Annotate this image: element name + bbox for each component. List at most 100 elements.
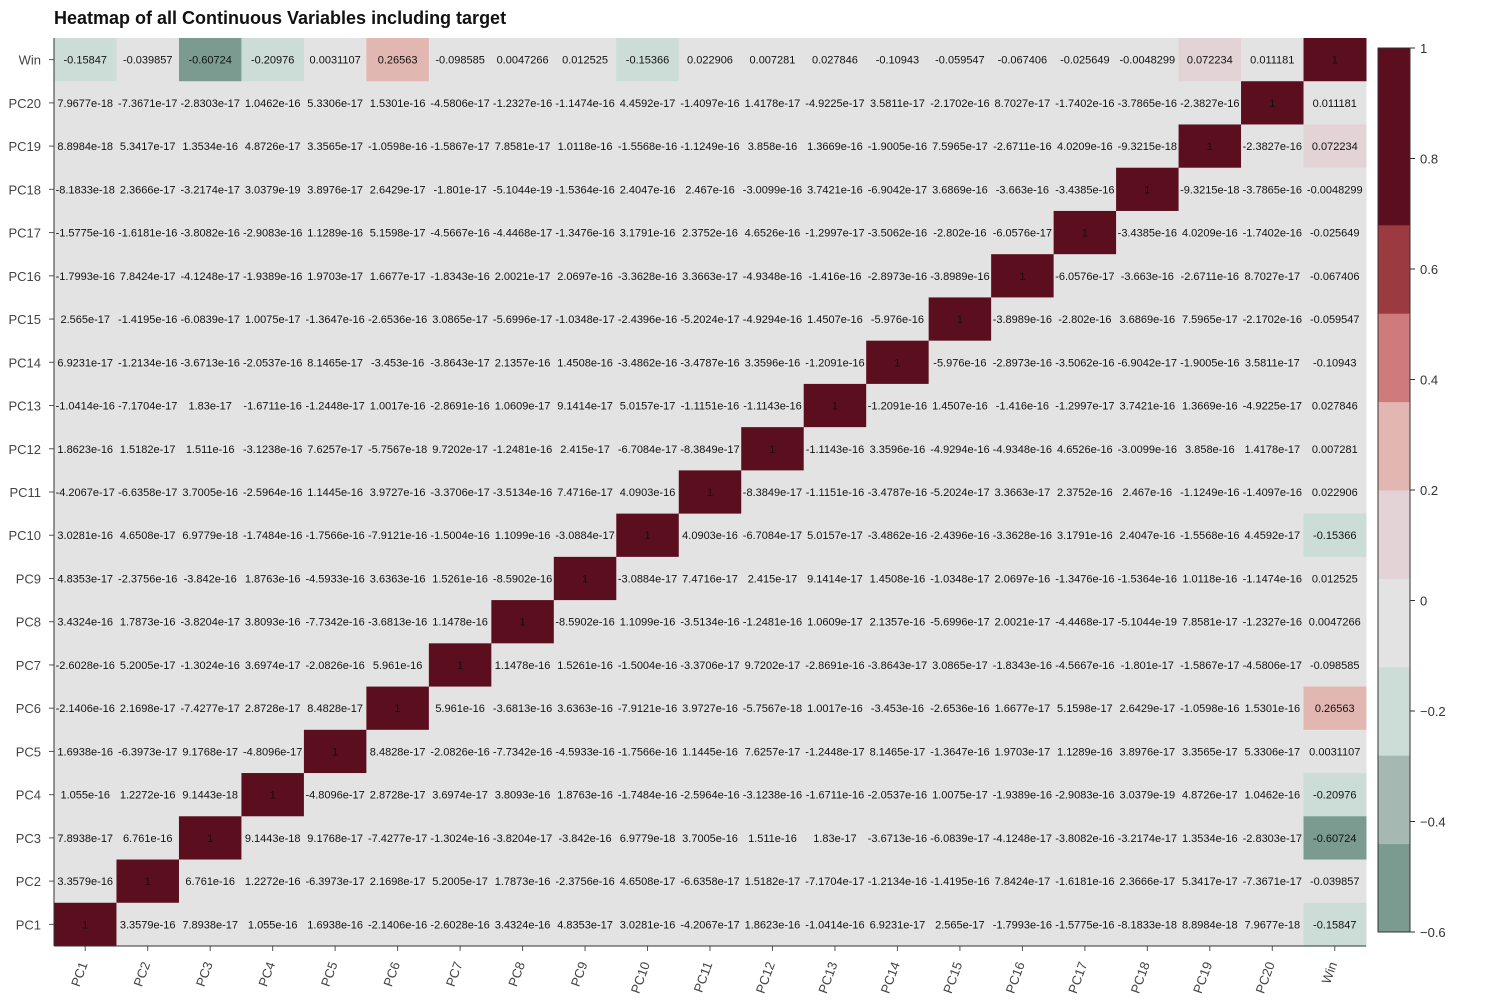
cell-value-label: 1.511e-16 xyxy=(748,833,797,845)
cell-value-label: 6.9779e-18 xyxy=(620,833,676,845)
heatmap-cell xyxy=(553,124,617,169)
cell-value-label: 2.3666e-17 xyxy=(120,184,176,196)
heatmap-cell xyxy=(491,470,555,515)
heatmap-cell xyxy=(116,167,180,212)
heatmap-cell xyxy=(866,427,930,471)
heatmap-cell xyxy=(116,297,180,342)
cell-value-label: 6.761e-16 xyxy=(123,833,173,845)
cell-value-label: 7.8424e-17 xyxy=(995,876,1051,888)
heatmap-cell xyxy=(178,427,242,471)
heatmap-cell xyxy=(366,124,430,169)
cell-value-label: -1.6711e-16 xyxy=(806,790,865,802)
cell-value-label: -2.3827e-16 xyxy=(1243,141,1302,153)
cell-value-label: -4.2067e-17 xyxy=(680,919,739,931)
cell-value-label: -0.059547 xyxy=(935,55,985,67)
heatmap-cell xyxy=(1303,686,1367,731)
heatmap-cell xyxy=(491,340,555,385)
cell-value-label: -1.1249e-16 xyxy=(1180,487,1239,499)
heatmap-cell xyxy=(241,686,305,731)
heatmap-cell xyxy=(553,686,617,731)
heatmap-cell xyxy=(303,686,367,731)
heatmap-cell xyxy=(428,254,492,298)
cell-value-label: 1.0118e-16 xyxy=(1182,573,1237,585)
heatmap-cell xyxy=(991,470,1055,515)
heatmap-cell xyxy=(678,427,742,471)
cell-value-label: 2.3752e-16 xyxy=(1057,487,1113,499)
heatmap-cell xyxy=(553,556,617,601)
heatmap-cell xyxy=(616,427,680,471)
cell-value-label: 3.858e-16 xyxy=(748,141,798,153)
cell-value-label: -3.0099e-16 xyxy=(1118,444,1177,456)
cell-value-label: -1.2481e-16 xyxy=(493,444,552,456)
heatmap-cell xyxy=(54,729,117,774)
cell-value-label: 1.6677e-17 xyxy=(995,703,1051,715)
cell-value-label: -4.5933e-16 xyxy=(555,746,614,758)
colorbar-tick-label: −0.4 xyxy=(1420,815,1446,830)
cell-value-label: 1 xyxy=(457,660,463,672)
cell-value-label: -1.4097e-16 xyxy=(680,98,739,110)
cell-value-label: 3.6869e-16 xyxy=(932,184,988,196)
heatmap-cell xyxy=(1116,470,1180,515)
cell-value-label: -4.8096e-17 xyxy=(243,746,302,758)
cell-value-label: 0.0031107 xyxy=(1309,746,1360,758)
cell-value-label: 2.565e-17 xyxy=(935,919,985,931)
heatmap-cell xyxy=(553,816,617,861)
cell-value-label: -0.025649 xyxy=(1310,228,1360,240)
y-tick-label: PC16 xyxy=(8,269,41,284)
y-tick-label: PC11 xyxy=(9,485,41,500)
heatmap-cell xyxy=(1241,513,1305,558)
cell-value-label: 7.6257e-17 xyxy=(307,444,363,456)
heatmap-cell xyxy=(116,470,180,515)
heatmap-cell xyxy=(866,254,930,298)
x-tick-label: PC3 xyxy=(193,960,216,989)
heatmap-cell xyxy=(428,816,492,861)
heatmap-cell xyxy=(616,470,680,515)
cell-value-label: -3.6813e-16 xyxy=(368,617,427,629)
heatmap-cell xyxy=(1053,427,1117,471)
cell-value-label: 4.4592e-17 xyxy=(620,98,676,110)
cell-value-label: 0.027846 xyxy=(1312,401,1358,413)
cell-value-label: 1 xyxy=(957,314,963,326)
cell-value-label: -3.4862e-16 xyxy=(868,530,927,542)
heatmap-cell xyxy=(866,167,930,212)
heatmap-cell xyxy=(241,210,305,255)
heatmap-cell xyxy=(741,729,805,774)
heatmap-cell xyxy=(428,340,492,385)
heatmap-cell xyxy=(178,210,242,255)
x-tick-label: PC8 xyxy=(505,960,528,989)
cell-value-label: 7.8424e-17 xyxy=(120,271,176,283)
cell-value-label: -1.3024e-16 xyxy=(430,833,489,845)
cell-value-label: 1 xyxy=(1144,184,1150,196)
heatmap-cell xyxy=(491,124,555,169)
heatmap-cell xyxy=(741,167,805,212)
x-tick-label: PC16 xyxy=(1003,960,1028,996)
heatmap-cell xyxy=(866,340,930,385)
heatmap-cell xyxy=(1241,167,1305,212)
heatmap-cell xyxy=(616,686,680,731)
heatmap-cell xyxy=(803,773,867,817)
cell-value-label: 5.3306e-17 xyxy=(1244,746,1300,758)
cell-value-label: -1.3476e-16 xyxy=(1055,573,1114,585)
heatmap-cell xyxy=(991,167,1055,212)
cell-value-label: 5.3417e-17 xyxy=(120,141,176,153)
heatmap-cell xyxy=(303,124,367,169)
heatmap-cell xyxy=(54,902,117,947)
cell-value-label: -0.059547 xyxy=(1310,314,1360,326)
heatmap-cell xyxy=(54,859,117,904)
cell-value-label: -1.416e-16 xyxy=(808,271,861,283)
heatmap-cell xyxy=(803,643,867,688)
heatmap-cell xyxy=(741,297,805,342)
heatmap-cell xyxy=(991,600,1055,644)
heatmap-cell xyxy=(803,470,867,515)
cell-value-label: 2.3666e-17 xyxy=(1119,876,1175,888)
heatmap-cell xyxy=(803,38,867,82)
heatmap-cell xyxy=(54,81,117,125)
cell-value-label: -7.1704e-17 xyxy=(805,876,864,888)
heatmap-cell xyxy=(1303,340,1367,385)
colorbar-bin xyxy=(1378,48,1410,226)
cell-value-label: 3.0865e-17 xyxy=(432,314,488,326)
cell-value-label: -3.4862e-16 xyxy=(618,357,677,369)
heatmap-cell xyxy=(178,254,242,298)
cell-value-label: 1.1478e-16 xyxy=(495,660,551,672)
heatmap-cell xyxy=(241,383,305,428)
